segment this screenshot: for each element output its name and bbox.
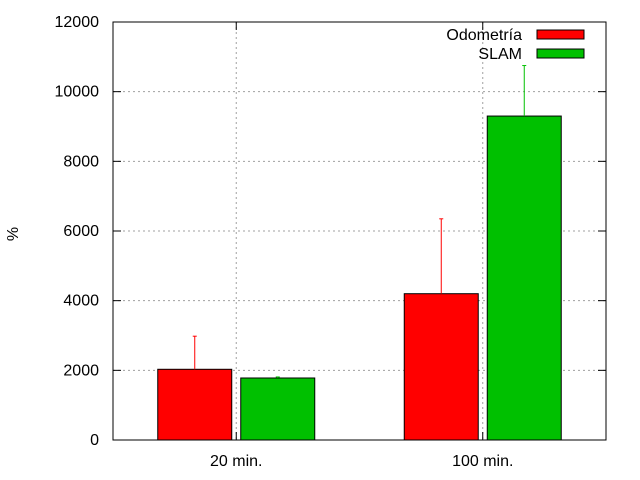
- bar-0-1: [403, 293, 479, 441]
- y-axis-label: %: [5, 227, 22, 241]
- y-tick-label: 0: [90, 432, 99, 449]
- error-bars: [192, 65, 527, 378]
- legend-swatch-1: [536, 48, 585, 59]
- legend-swatch-0: [536, 29, 585, 40]
- bar-0-0: [157, 368, 233, 441]
- y-tick-label: 12000: [55, 14, 100, 31]
- y-tick-label: 6000: [63, 223, 99, 240]
- axis-ticks: 0 2000 4000 6000 8000 10000 12000 20 min. 100 mi…: [55, 14, 606, 470]
- legend: Odometría SLAM: [446, 27, 585, 63]
- y-tick-label: 10000: [55, 84, 100, 101]
- legend-label-1: SLAM: [478, 46, 522, 63]
- y-tick-label: 4000: [63, 293, 99, 310]
- x-tick-label: 100 min.: [452, 453, 513, 470]
- y-tick-label: 8000: [63, 153, 99, 170]
- bar-1-0: [240, 377, 316, 441]
- legend-label-0: Odometría: [446, 27, 522, 44]
- bar-1-1: [486, 115, 562, 441]
- y-tick-label: 2000: [63, 362, 99, 379]
- bars: [157, 115, 562, 441]
- x-tick-label: 20 min.: [210, 453, 262, 470]
